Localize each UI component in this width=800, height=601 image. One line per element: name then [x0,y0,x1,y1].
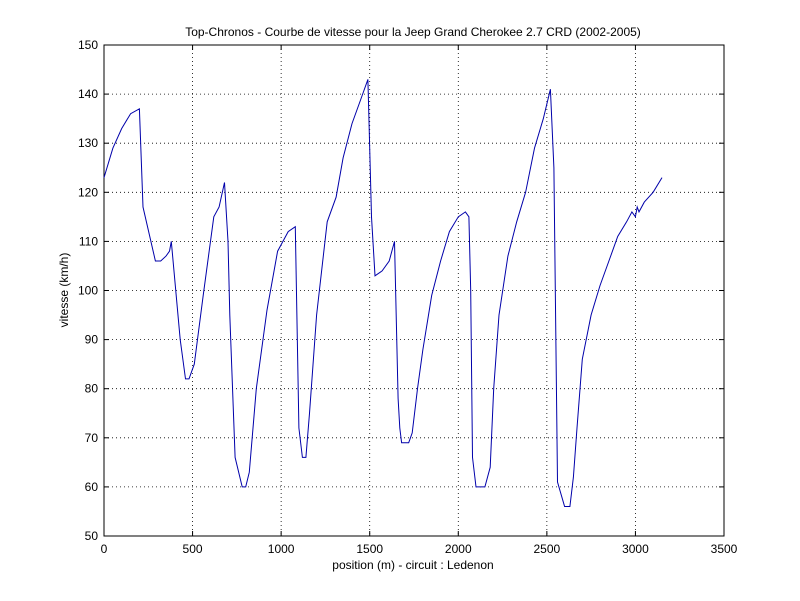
speed-series-line [103,79,663,507]
y-tick-label: 110 [79,234,98,248]
grid [104,45,724,536]
series-layer [103,79,663,507]
x-tick-label: 0 [101,542,108,556]
axis-ticks: 0 500 1000 1500 2000 2500 3000 3500 50 60 70 80 90 10… [78,38,738,556]
y-tick-label: 120 [78,185,98,199]
y-tick-label: 80 [85,382,99,396]
x-tick-label: 2000 [445,542,472,556]
x-tick-label: 3500 [711,542,738,556]
x-tick-label: 500 [183,542,203,556]
y-tick-label: 60 [85,480,99,494]
x-axis-label: position (m) - circuit : Ledenon [332,558,493,572]
y-tick-label: 90 [85,333,99,347]
x-tick-label: 3000 [622,542,649,556]
y-tick-label: 100 [78,284,98,298]
y-tick-label: 130 [78,136,98,150]
y-tick-label: 140 [78,87,98,101]
x-tick-label: 1500 [356,542,383,556]
y-tick-label: 70 [85,431,99,445]
y-axis-label: vitesse (km/h) [57,253,71,328]
y-tick-label: 50 [85,529,99,543]
x-tick-label: 2500 [534,542,561,556]
x-tick-label: 1000 [268,542,295,556]
chart-title: Top-Chronos - Courbe de vitesse pour la … [185,25,641,39]
y-tick-label: 150 [78,38,98,52]
